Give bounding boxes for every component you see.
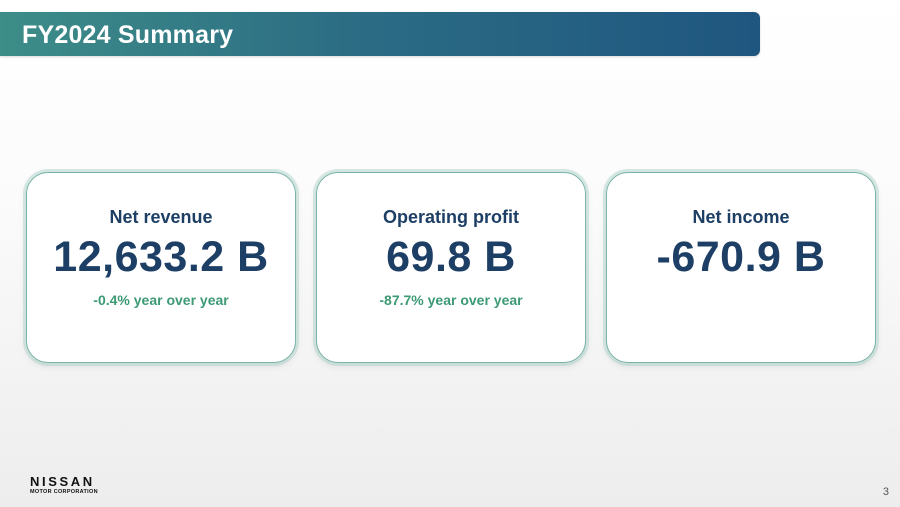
logo-wordmark: NISSAN (30, 474, 95, 489)
net-revenue-card: Net revenue 12,633.2 B -0.4% year over y… (26, 172, 296, 363)
net-revenue-label: Net revenue (109, 207, 213, 227)
net-revenue-value: 12,633.2 B (53, 233, 269, 281)
nissan-logo: NISSAN MOTOR CORPORATION (30, 475, 120, 496)
operating-profit-card: Operating profit 69.8 B -87.7% year over… (316, 172, 586, 363)
page-number: 3 (882, 486, 889, 498)
net-income-label: Net income (692, 207, 790, 227)
title-bar: FY2024 Summary (0, 12, 760, 56)
net-revenue-change: -0.4% year over year (93, 292, 229, 308)
operating-profit-change: -87.7% year over year (379, 292, 523, 308)
operating-profit-value: 69.8 B (386, 233, 516, 281)
operating-profit-label: Operating profit (383, 207, 519, 227)
page-title: FY2024 Summary (22, 21, 234, 49)
logo-subtitle: MOTOR CORPORATION (30, 489, 98, 495)
net-income-card: Net income -670.9 B (606, 172, 876, 363)
net-income-value: -670.9 B (656, 233, 826, 281)
